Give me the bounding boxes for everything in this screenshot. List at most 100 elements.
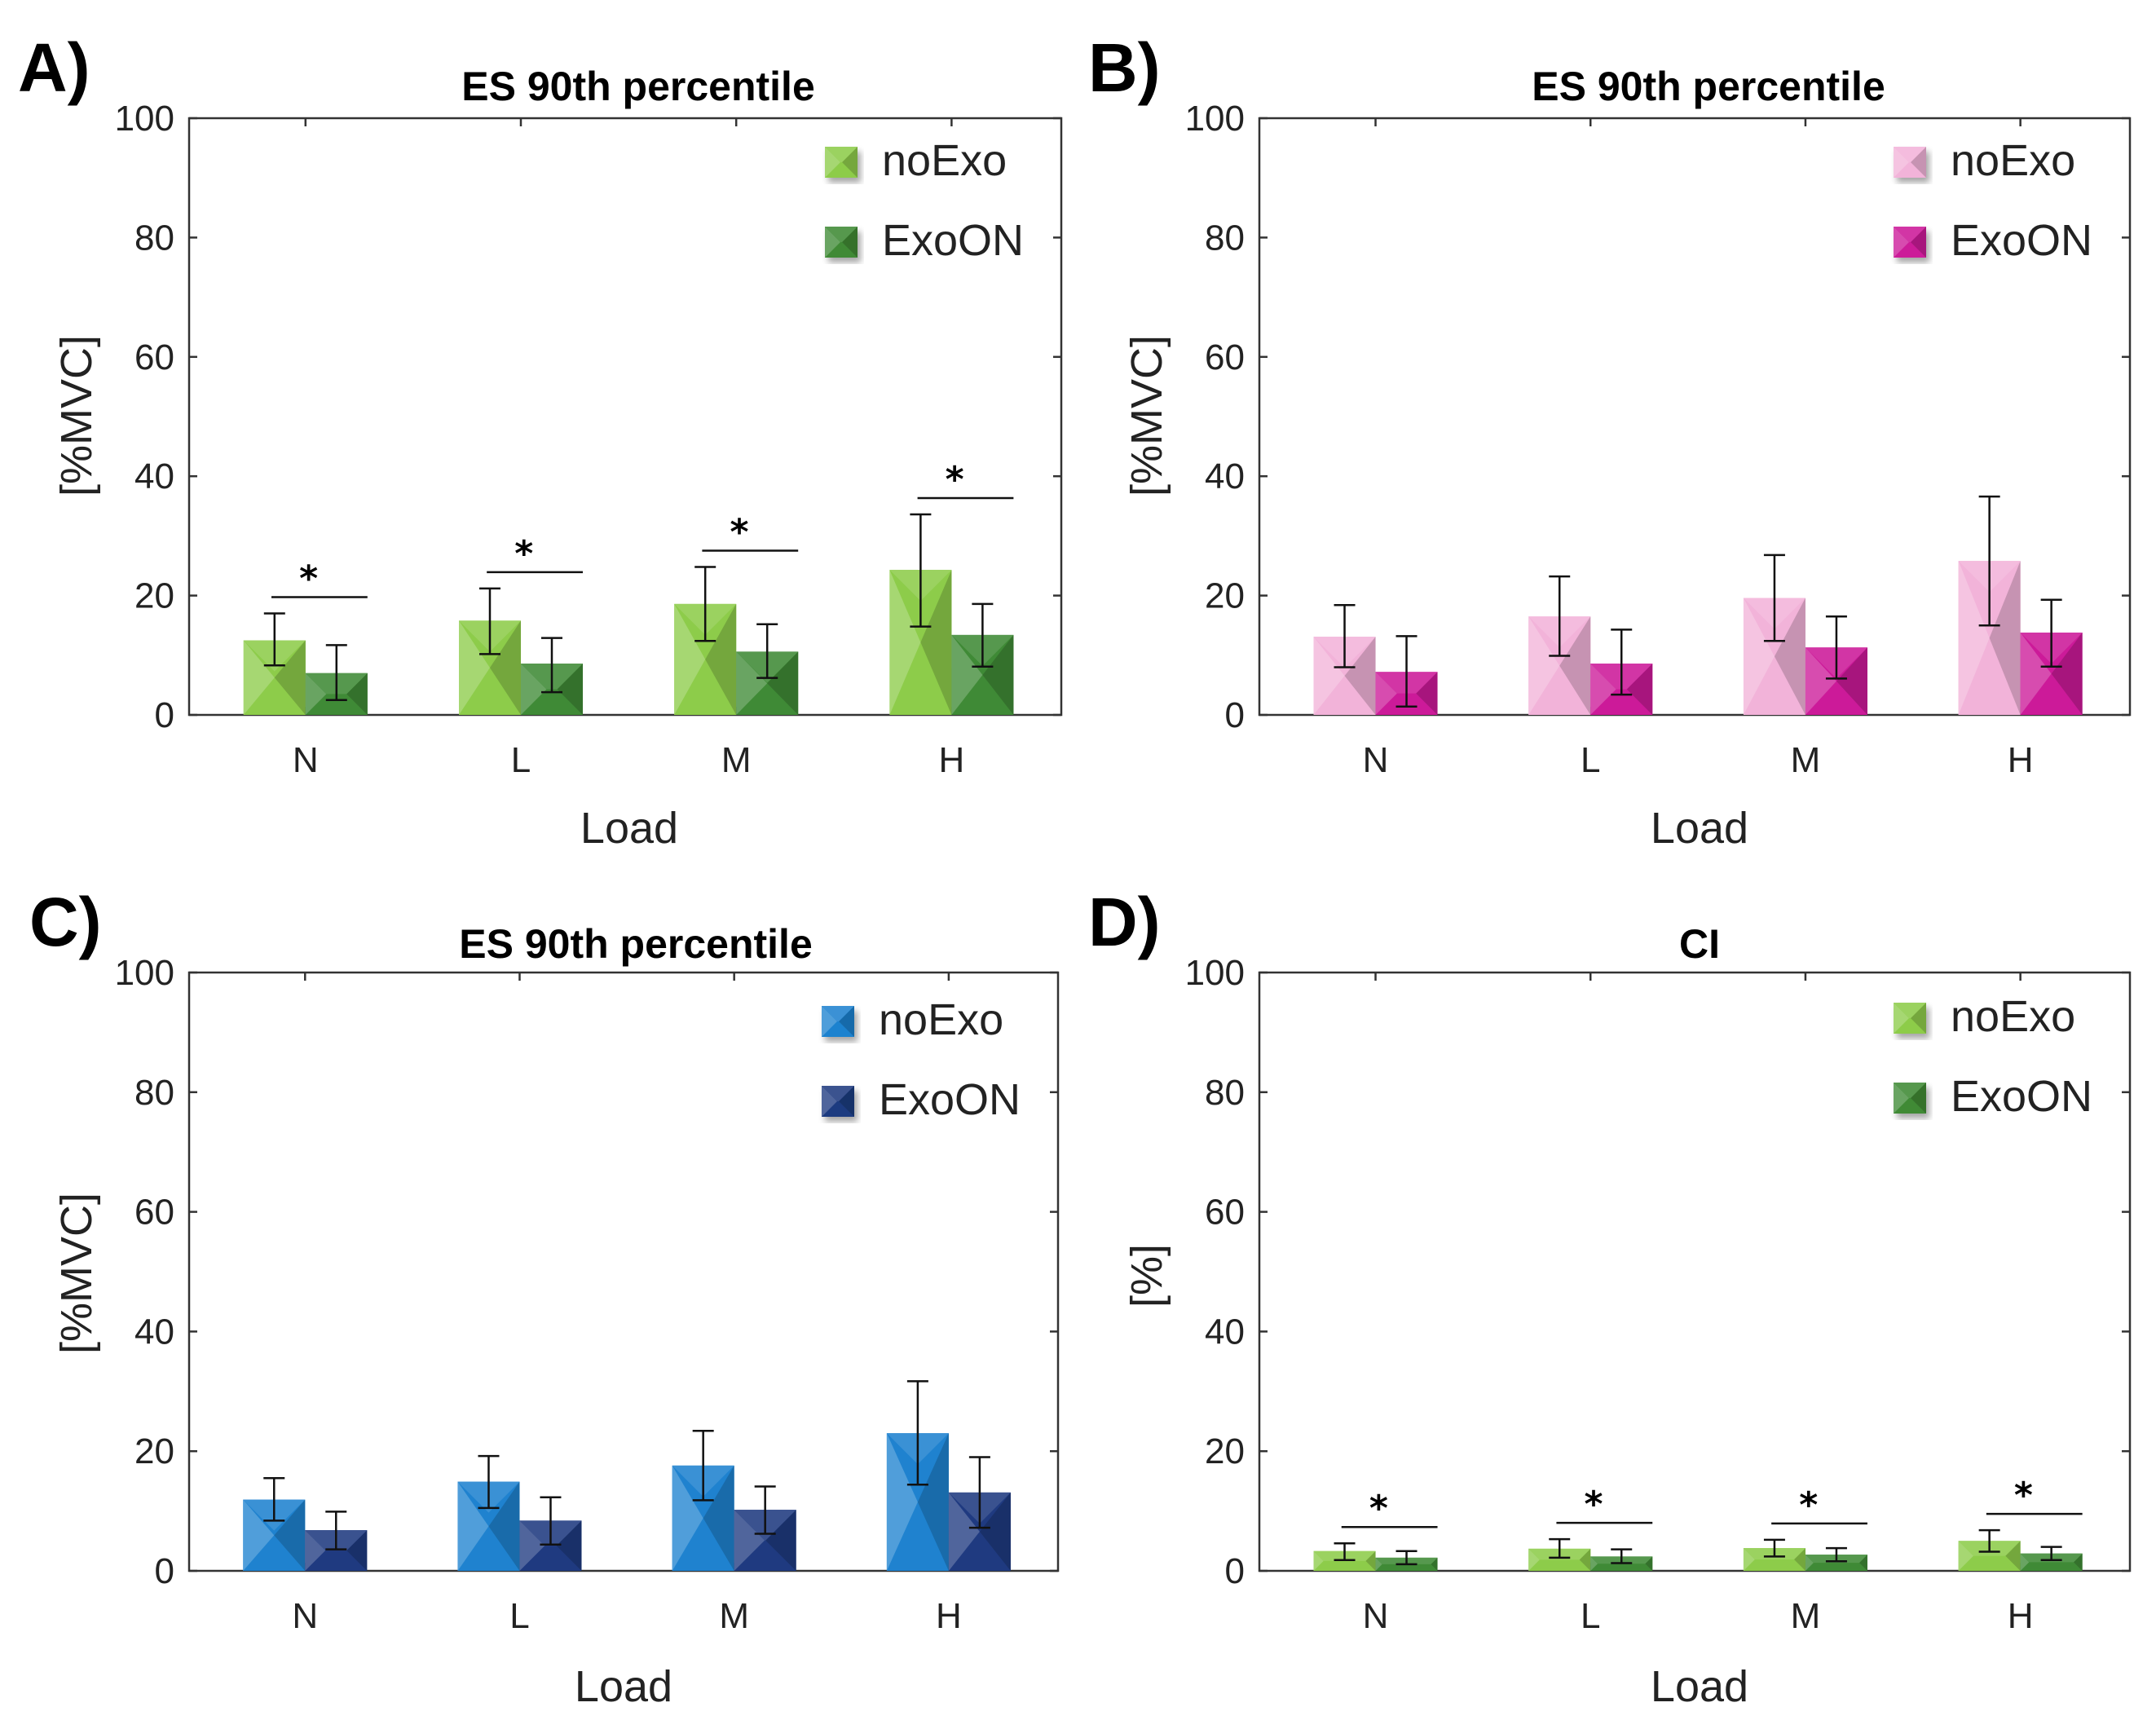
panel-d-plot: 0 20 40 60 80 100 N * L * M * H * noExo ExoON <box>1185 953 2132 1636</box>
panel-b-ytick-label: 0 <box>1225 695 1245 735</box>
panel-c-ytick-label: 80 <box>134 1073 174 1113</box>
panel-b-bar-ExoON-M <box>1805 647 1867 715</box>
panel-a-ytick-label: 60 <box>134 337 174 377</box>
panel-d-errorbar-ExoON-L <box>1611 1548 1633 1564</box>
panel-b-ylabel: [%MVC] <box>1122 335 1171 496</box>
panel-b-bar-ExoON-L <box>1590 664 1653 715</box>
panel-d-errorbar-noExo-N <box>1334 1542 1356 1562</box>
panel-d-legend-swatch-noExo <box>1894 1003 1926 1034</box>
panel-d-ytick-label: 40 <box>1205 1312 1245 1352</box>
panel-b-xtick-label: L <box>1581 740 1600 780</box>
panel-a-errorbar-noExo-L <box>478 587 500 655</box>
panel-a-title: ES 90th percentile <box>461 64 815 109</box>
panel-c-errorbar-noExo-H <box>906 1380 928 1486</box>
panel-d: D) CI Load [%] 0 20 40 60 80 100 N * L * M * H * noExo… <box>1088 884 2132 1711</box>
panel-c-errorbar-noExo-N <box>263 1476 285 1522</box>
panel-c: C) ES 90th percentile Load [%MVC] 0 20 40 6… <box>29 884 1060 1711</box>
panel-a-ytick-label: 20 <box>134 576 174 616</box>
panel-b-errorbar-noExo-N <box>1334 604 1356 668</box>
panel-c-legend-swatch-fill-ExoON <box>822 1086 854 1117</box>
panel-c-xlabel: Load <box>575 1662 672 1711</box>
panel-a-significance-star: * <box>946 459 964 501</box>
panel-d-errorbar-noExo-H <box>1978 1528 2000 1553</box>
panel-a-errorbar-ExoON-N <box>325 644 347 701</box>
panel-a-xtick-label: N <box>293 740 319 780</box>
panel-a-legend-label-ExoON: ExoON <box>882 216 1024 265</box>
panel-b-legend: noExo ExoON <box>1894 136 2092 265</box>
panel-a-significance-N: * <box>271 558 368 600</box>
panel-d-ytick-label: 60 <box>1205 1193 1245 1233</box>
panel-b-errorbar-ExoON-M <box>1825 615 1847 680</box>
panel-b-legend-swatch-noExo <box>1894 147 1926 178</box>
panel-b-errorbar-ExoON-H <box>2040 598 2062 668</box>
panel-c-xtick-label: M <box>719 1596 749 1636</box>
panel-b-xlabel: Load <box>1651 804 1748 853</box>
panel-d-ytick-label: 20 <box>1205 1431 1245 1471</box>
panel-b-legend-swatch-fill-ExoON <box>1894 227 1926 258</box>
panel-d-ytick-label: 0 <box>1225 1551 1245 1591</box>
panel-c-xtick-label: N <box>292 1596 318 1636</box>
panel-c-title: ES 90th percentile <box>459 921 813 967</box>
panel-c-errorbar-ExoON-L <box>540 1496 562 1546</box>
panel-d-ytick-label: 80 <box>1205 1073 1245 1113</box>
panel-a-ylabel: [%MVC] <box>52 335 101 496</box>
panel-d-errorbar-noExo-M <box>1763 1538 1785 1558</box>
panel-a-xtick-label: L <box>511 740 531 780</box>
panel-a-legend-swatch-noExo <box>825 147 858 178</box>
panel-b: B) ES 90th percentile Load [%MVC] 0 20 40 6… <box>1088 29 2132 853</box>
panel-a-bar-noExo-M <box>674 603 737 715</box>
panel-d-significance-L: * <box>1556 1484 1653 1525</box>
panel-d-xtick-label: L <box>1581 1596 1600 1636</box>
panel-a-label: A) <box>18 29 90 106</box>
panel-c-ylabel: [%MVC] <box>52 1193 101 1354</box>
panel-c-legend-swatch-noExo <box>822 1006 854 1037</box>
panel-c-legend-swatch-ExoON <box>822 1086 854 1117</box>
panel-c-errorbar-ExoON-N <box>325 1511 347 1550</box>
panel-a-legend-swatch-ExoON <box>825 227 858 258</box>
panel-d-xtick-label: M <box>1791 1596 1821 1636</box>
panel-c-xtick-label: L <box>509 1596 529 1636</box>
panel-b-ytick-label: 80 <box>1205 218 1245 258</box>
panel-c-xtick-label: H <box>936 1596 962 1636</box>
panel-b-errorbar-noExo-M <box>1763 554 1785 642</box>
panel-d-significance-H: * <box>1986 1475 2083 1516</box>
panel-c-axes-box <box>187 971 1060 1572</box>
panel-b-legend-label-ExoON: ExoON <box>1951 216 2092 265</box>
panel-d-bar-ExoON-M <box>1805 1555 1867 1571</box>
panel-c-legend-label-noExo: noExo <box>879 995 1003 1044</box>
panel-c-ytick-label: 100 <box>115 953 174 993</box>
panel-d-significance-star: * <box>1585 1484 1603 1525</box>
panel-b-errorbar-noExo-L <box>1549 575 1571 657</box>
panel-c-ytick-label: 40 <box>134 1312 174 1352</box>
panel-a-legend-swatch-fill-noExo <box>825 147 858 178</box>
panel-a-ytick-label: 0 <box>155 695 174 735</box>
panel-b-title: ES 90th percentile <box>1532 64 1885 109</box>
panel-a-xtick-label: H <box>939 740 965 780</box>
panel-d-xtick-label: H <box>2008 1596 2034 1636</box>
panel-b-ytick-label: 40 <box>1205 457 1245 496</box>
panel-b-label: B) <box>1088 29 1161 106</box>
panel-a-significance-star: * <box>730 511 748 553</box>
panel-a-xtick-label: M <box>721 740 752 780</box>
panel-a-plot: 0 20 40 60 80 100 N * L * M * H * noExo ExoON <box>115 99 1063 780</box>
panel-b-legend-swatch-fill-noExo <box>1894 147 1926 178</box>
panel-a-significance-M: * <box>702 511 799 553</box>
panel-b-errorbar-noExo-H <box>1978 495 2000 627</box>
panel-b-legend-swatch-ExoON <box>1894 227 1926 258</box>
panel-a-errorbar-ExoON-M <box>756 623 778 679</box>
panel-d-legend-label-ExoON: ExoON <box>1951 1072 2092 1121</box>
panel-d-label: D) <box>1088 884 1161 960</box>
panel-d-significance-star: * <box>1799 1484 1818 1526</box>
panel-d-legend: noExo ExoON <box>1894 992 2092 1121</box>
panel-b-ytick-label: 100 <box>1185 99 1245 139</box>
panel-c-ytick-label: 20 <box>134 1431 174 1471</box>
panel-a: A) ES 90th percentile Load [%MVC] 0 20 40 6… <box>18 29 1063 853</box>
panel-a-ytick-label: 100 <box>115 99 174 139</box>
panel-d-legend-swatch-fill-ExoON <box>1894 1083 1926 1114</box>
panel-a-errorbar-noExo-H <box>910 513 932 628</box>
panel-d-title: CI <box>1679 921 1720 967</box>
panel-b-errorbar-ExoON-N <box>1395 635 1417 708</box>
panel-a-errorbar-noExo-N <box>263 612 285 667</box>
